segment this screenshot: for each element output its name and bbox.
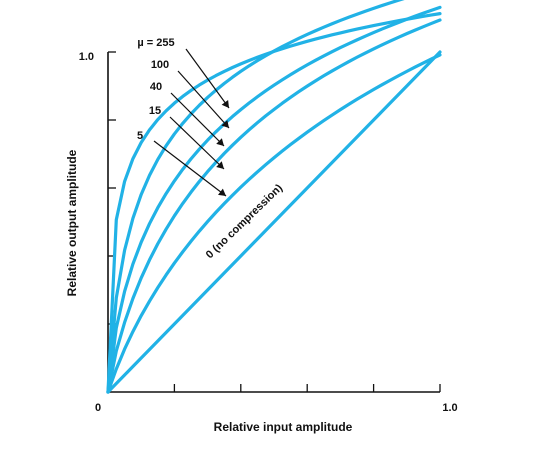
annotation-leader-2 bbox=[170, 92, 225, 147]
annotation-leader-0 bbox=[185, 48, 230, 109]
series-line-mu-100 bbox=[106, 0, 405, 394]
series-line-mu-0 bbox=[106, 50, 442, 394]
y-tick-label-0: 1.0 bbox=[79, 51, 94, 63]
x-tick-label-0: 0 bbox=[95, 402, 101, 414]
annotation-arrowhead-0 bbox=[221, 99, 229, 108]
annotation-leader-3 bbox=[169, 116, 225, 170]
annotation-label-4: 5 bbox=[137, 130, 143, 142]
x-tick-label-1: 1.0 bbox=[442, 402, 457, 414]
annotation-label-3: 15 bbox=[149, 105, 161, 117]
series-line-mu-5 bbox=[106, 53, 442, 394]
annotation-arrowhead-2 bbox=[216, 138, 224, 146]
annotation-label-2: 40 bbox=[150, 81, 162, 93]
x-axis-label: Relative input amplitude bbox=[214, 420, 353, 434]
annotation-leader-1 bbox=[177, 70, 230, 129]
annotation-arrowhead-4 bbox=[218, 188, 226, 196]
series-line-mu-15 bbox=[106, 18, 442, 394]
y-axis-label: Relative output amplitude bbox=[65, 149, 79, 296]
annotation-arrowhead-3 bbox=[216, 161, 224, 169]
annotation-arrowhead-1 bbox=[221, 120, 229, 128]
annotation-leader-4 bbox=[153, 140, 227, 197]
series-line-mu-40 bbox=[106, 5, 442, 394]
annotation-label-0: µ = 255 bbox=[137, 37, 174, 49]
annotation-label-1: 100 bbox=[151, 59, 169, 71]
